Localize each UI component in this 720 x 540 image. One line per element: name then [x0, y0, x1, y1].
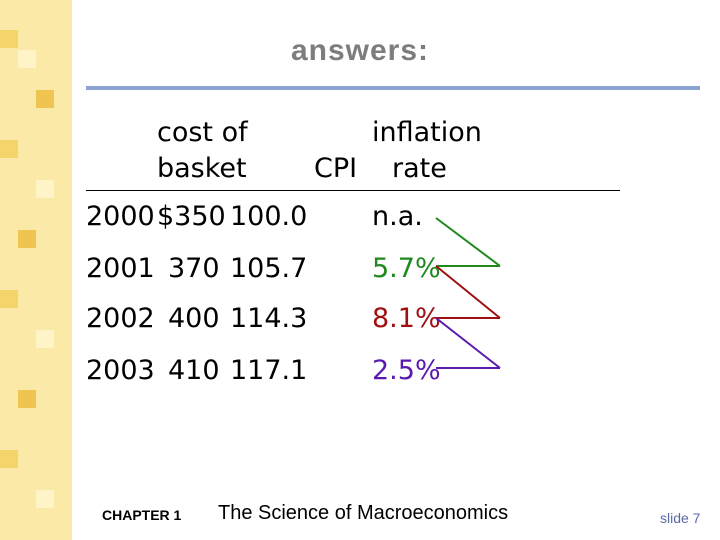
row-2000-cpi: 100.0 — [230, 201, 308, 232]
connector-2003 — [435, 317, 501, 369]
row-2001-inflation: 5.7% — [372, 253, 441, 284]
row-2001-cost: 370 — [168, 253, 220, 284]
row-2002-year: 2002 — [86, 303, 155, 334]
row-2002-inflation: 8.1% — [372, 303, 441, 334]
header-inflation-line1: inflation — [372, 117, 482, 148]
connector-2001 — [435, 217, 501, 267]
header-cost-line2: basket — [157, 153, 247, 184]
header-cost-line1: cost of — [157, 117, 248, 148]
row-2003-cpi: 117.1 — [230, 355, 308, 386]
footer-chapter: CHAPTER 1 — [102, 507, 182, 523]
connector-2002 — [435, 265, 501, 319]
row-2001-cpi: 105.7 — [230, 253, 308, 284]
title-divider — [86, 86, 700, 90]
row-2002-cost: 400 — [168, 303, 220, 334]
header-divider — [86, 190, 620, 191]
decorative-band — [0, 0, 72, 540]
row-2001-year: 2001 — [86, 253, 155, 284]
row-2002-cpi: 114.3 — [230, 303, 308, 334]
slide-title: answers: — [290, 34, 430, 67]
header-cpi: CPI — [314, 153, 358, 184]
row-2000-year: 2000 — [86, 201, 155, 232]
row-2003-year: 2003 — [86, 355, 155, 386]
footer-book-title: The Science of Macroeconomics — [218, 502, 509, 524]
header-inflation-line2: rate — [392, 153, 447, 184]
row-2003-cost: 410 — [168, 355, 220, 386]
row-2000-inflation: n.a. — [372, 201, 423, 232]
row-2000-cost: $350 — [157, 201, 226, 232]
footer-slide-number: slide 7 — [660, 510, 701, 526]
row-2003-inflation: 2.5% — [372, 355, 441, 386]
